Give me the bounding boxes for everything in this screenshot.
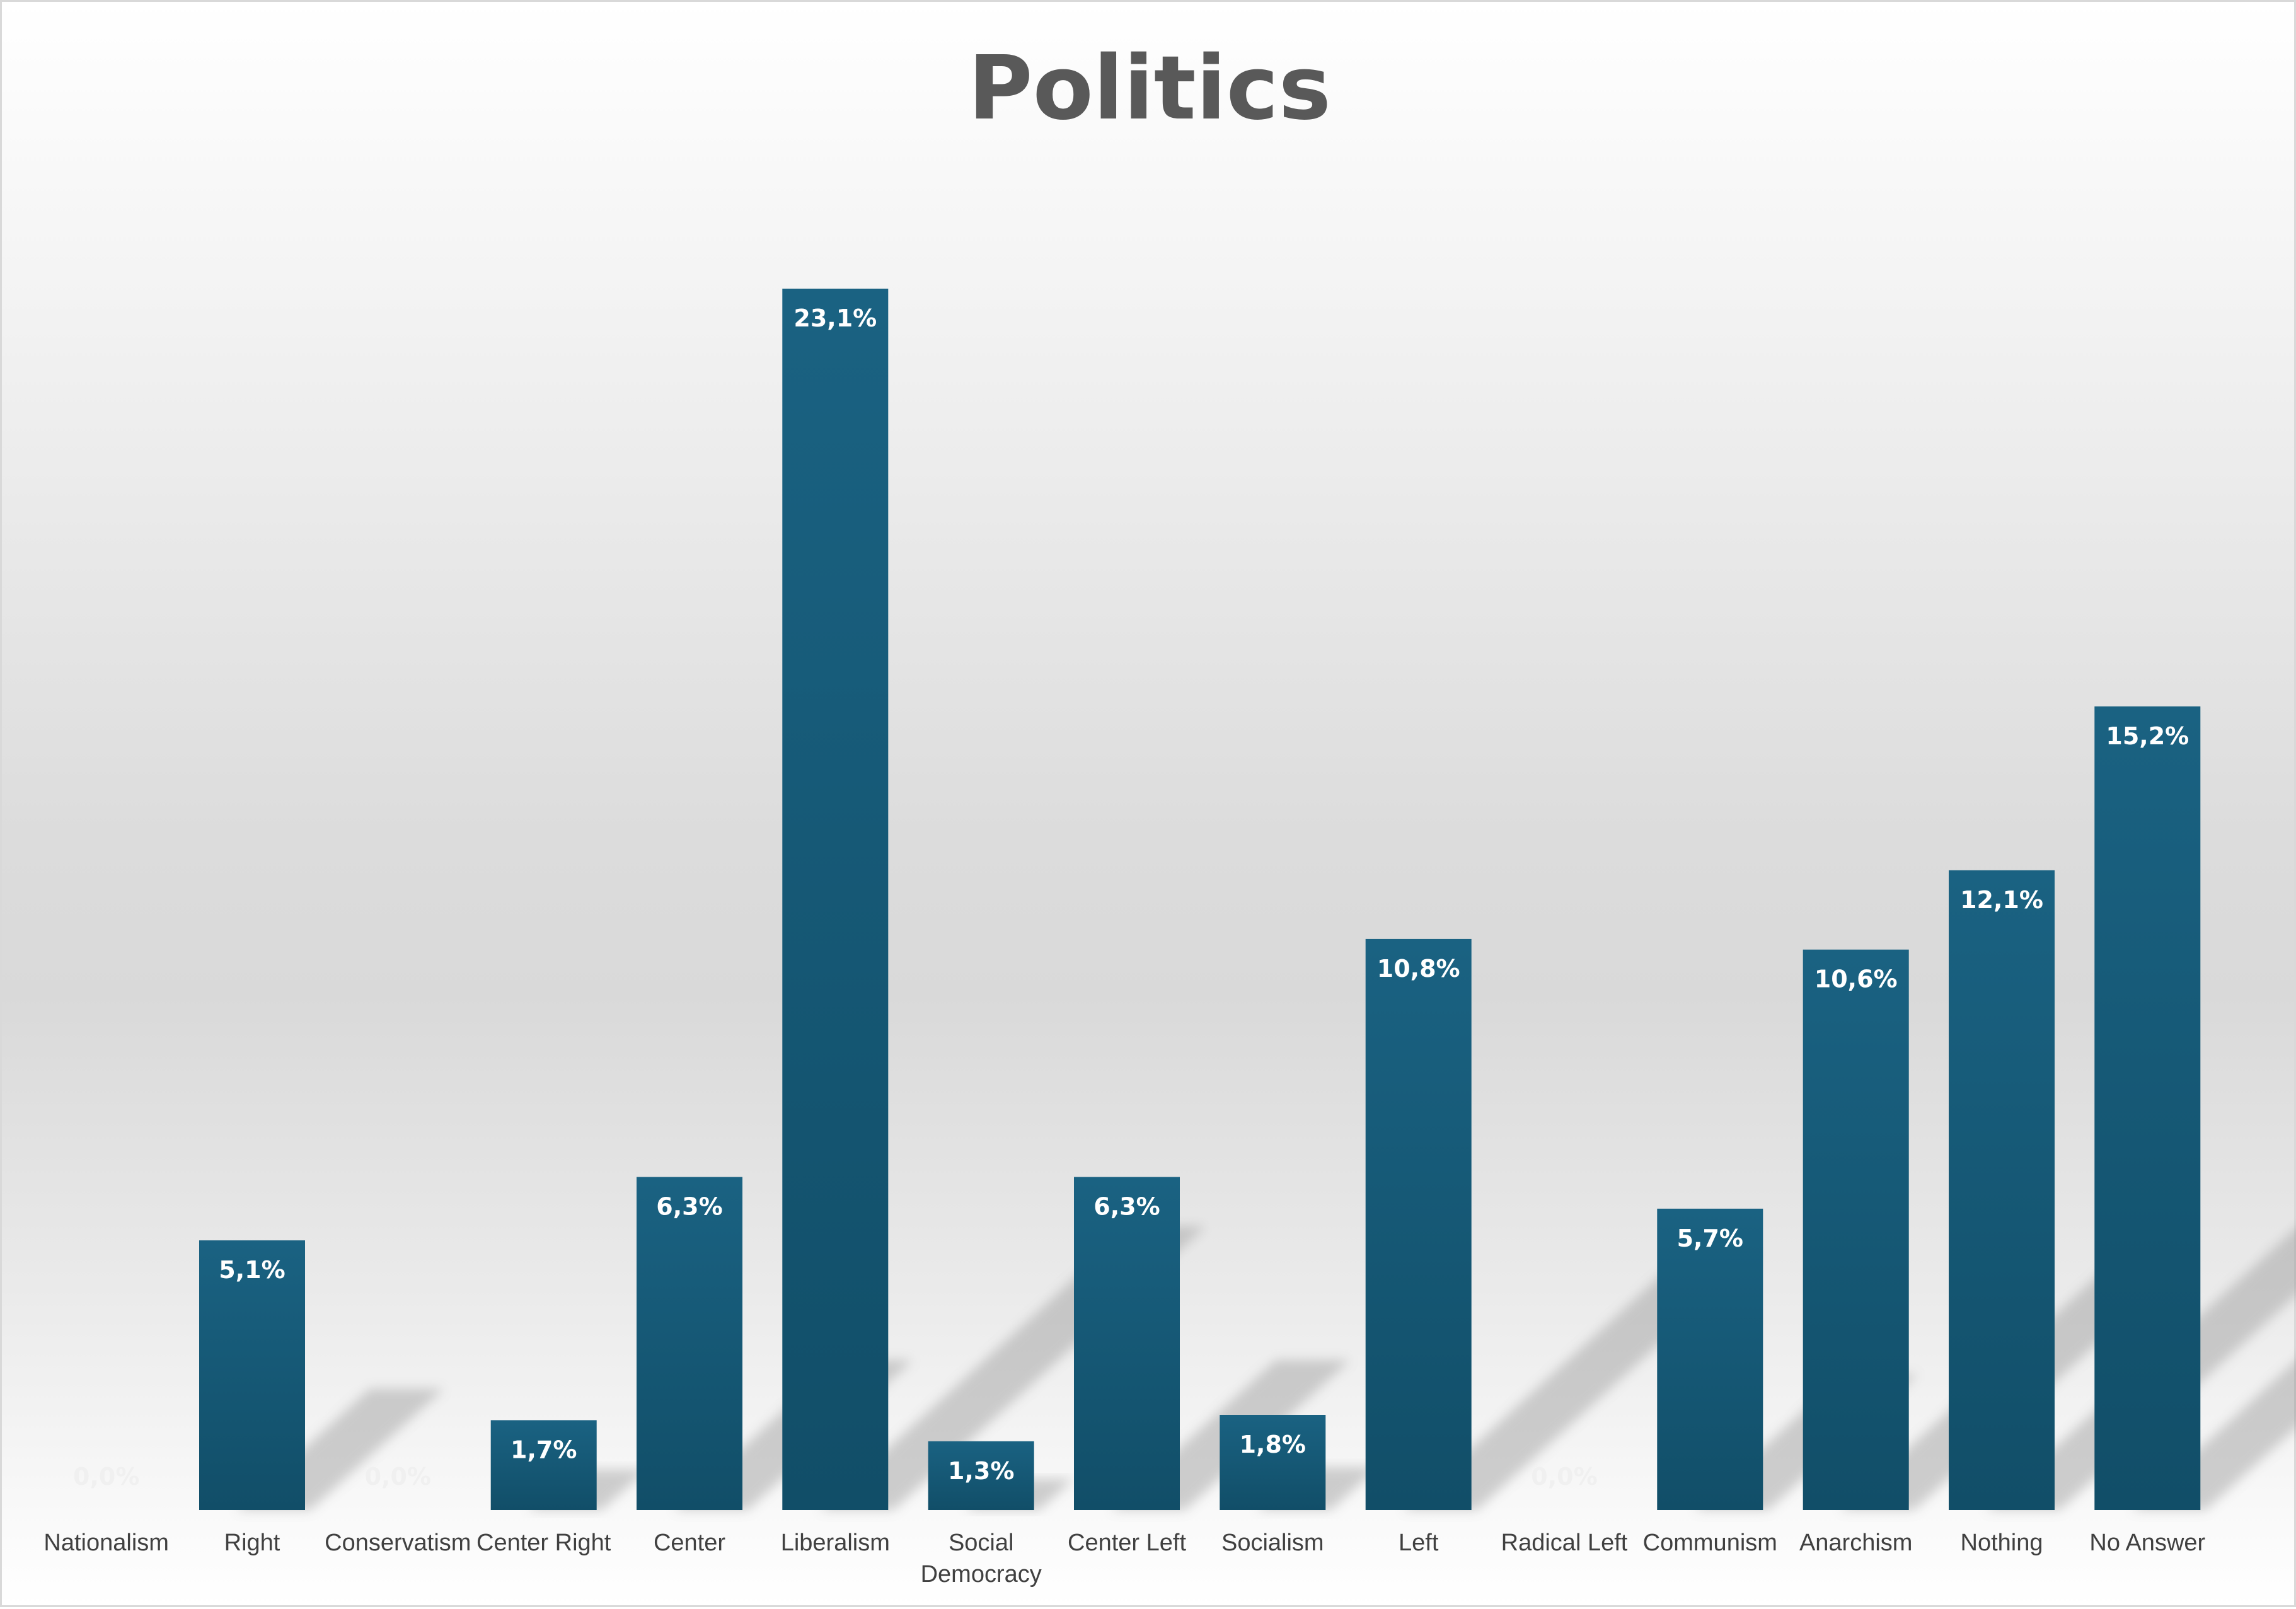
category-label: Socialism [1221, 1530, 1324, 1556]
bar-anarchism [1803, 949, 1909, 1510]
category-label: Left [1399, 1530, 1439, 1556]
data-label: 10,6% [1814, 966, 1898, 993]
bar-socialism [1220, 1415, 1326, 1510]
data-label: 10,8% [1377, 955, 1460, 983]
data-label: 1,3% [948, 1457, 1014, 1485]
data-label: 0,0% [73, 1463, 139, 1491]
category-label: Communism [1643, 1530, 1777, 1556]
category-label: Liberalism [781, 1530, 890, 1556]
category-label: Right [224, 1530, 280, 1556]
category-label: Nationalism [43, 1530, 169, 1556]
bars [199, 289, 2201, 1510]
category-axis: Nationalism Right Conservatism Center Right… [43, 1530, 2205, 1588]
data-label: 1,8% [1240, 1431, 1306, 1458]
data-label: 6,3% [1093, 1193, 1160, 1221]
data-label: 0,0% [1531, 1463, 1597, 1491]
bar-left [1365, 938, 1472, 1510]
data-label: 15,2% [2106, 722, 2189, 750]
bar-social-democracy [928, 1441, 1034, 1510]
bar-communism [1657, 1208, 1763, 1510]
chart-title: Politics [968, 37, 1331, 140]
category-label: Center Right [476, 1530, 611, 1556]
bar-center-right [490, 1420, 597, 1510]
category-label: Anarchism [1799, 1530, 1913, 1556]
data-label: 12,1% [1960, 886, 2043, 914]
data-label: 0,0% [365, 1463, 431, 1491]
category-label: Conservatism [325, 1530, 471, 1556]
category-label: No Answer [2089, 1530, 2205, 1556]
category-label: Center Left [1068, 1530, 1186, 1556]
category-label: Center [654, 1530, 725, 1556]
bar-nothing [1949, 870, 2055, 1510]
data-label: 1,7% [511, 1436, 577, 1463]
category-label: Social Democracy [921, 1530, 1042, 1588]
category-label: Nothing [1961, 1530, 2043, 1556]
data-label: 5,1% [219, 1256, 285, 1284]
data-label: 23,1% [793, 304, 877, 332]
bar-center-left [1074, 1177, 1180, 1510]
bar-no-answer [2094, 706, 2201, 1510]
bar-right [199, 1240, 305, 1510]
data-label: 5,7% [1677, 1225, 1743, 1252]
data-labels: 0,0% 5,1% 0,0% 1,7% 6,3% 23,1% 1,3% 6,3% 1,8% 10,… [73, 304, 2189, 1491]
bar-center [637, 1177, 742, 1510]
bar-shadow [1985, 1228, 2296, 1510]
bar-liberalism [782, 289, 889, 1510]
category-label: Radical Left [1501, 1530, 1628, 1556]
data-label: 6,3% [656, 1193, 722, 1221]
